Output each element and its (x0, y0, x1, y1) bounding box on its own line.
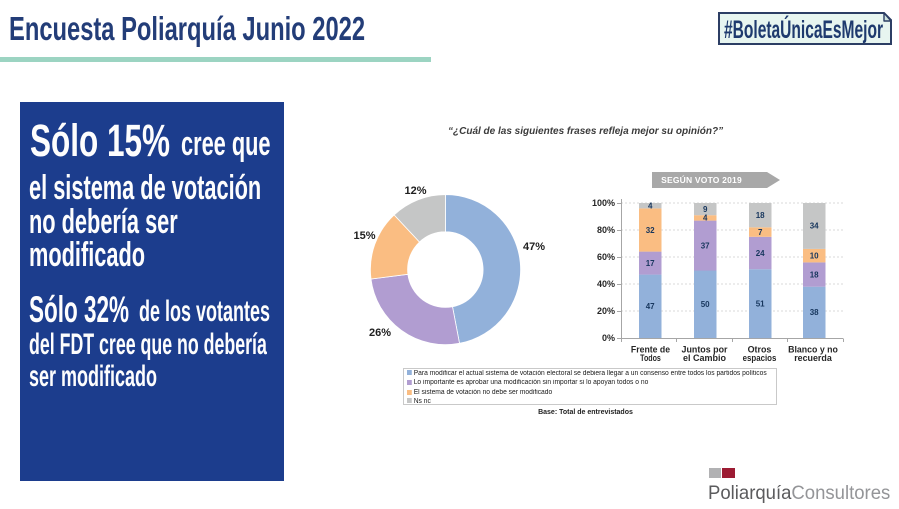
svg-text:60%: 60% (597, 252, 615, 262)
svg-text:38: 38 (810, 308, 819, 317)
svg-text:Blanco y no: Blanco y no (788, 344, 838, 355)
svg-text:recuerda: recuerda (794, 353, 832, 364)
svg-text:7: 7 (758, 228, 763, 237)
svg-text:Frente de: Frente de (631, 344, 670, 355)
svg-text:80%: 80% (597, 225, 615, 235)
svg-text:100%: 100% (592, 198, 615, 208)
svg-text:4: 4 (703, 214, 708, 223)
svg-text:0%: 0% (602, 333, 615, 343)
svg-text:40%: 40% (597, 279, 615, 289)
svg-text:Juntos por: Juntos por (682, 344, 728, 355)
svg-text:20%: 20% (597, 306, 615, 316)
svg-text:Otros: Otros (748, 344, 772, 355)
svg-text:34: 34 (810, 222, 819, 231)
svg-text:espacios: espacios (743, 353, 777, 364)
svg-text:18: 18 (810, 270, 819, 279)
svg-text:47: 47 (646, 302, 655, 311)
svg-text:el Cambio: el Cambio (683, 353, 726, 364)
svg-text:32: 32 (646, 226, 655, 235)
svg-text:50: 50 (701, 300, 710, 309)
svg-text:51: 51 (756, 299, 765, 308)
svg-text:10: 10 (810, 251, 819, 260)
svg-text:24: 24 (756, 249, 765, 258)
svg-text:Todos: Todos (640, 353, 661, 364)
svg-text:18: 18 (756, 211, 765, 220)
svg-text:9: 9 (703, 205, 708, 214)
svg-text:37: 37 (701, 241, 710, 250)
svg-text:17: 17 (646, 259, 655, 268)
svg-text:4: 4 (648, 202, 653, 211)
